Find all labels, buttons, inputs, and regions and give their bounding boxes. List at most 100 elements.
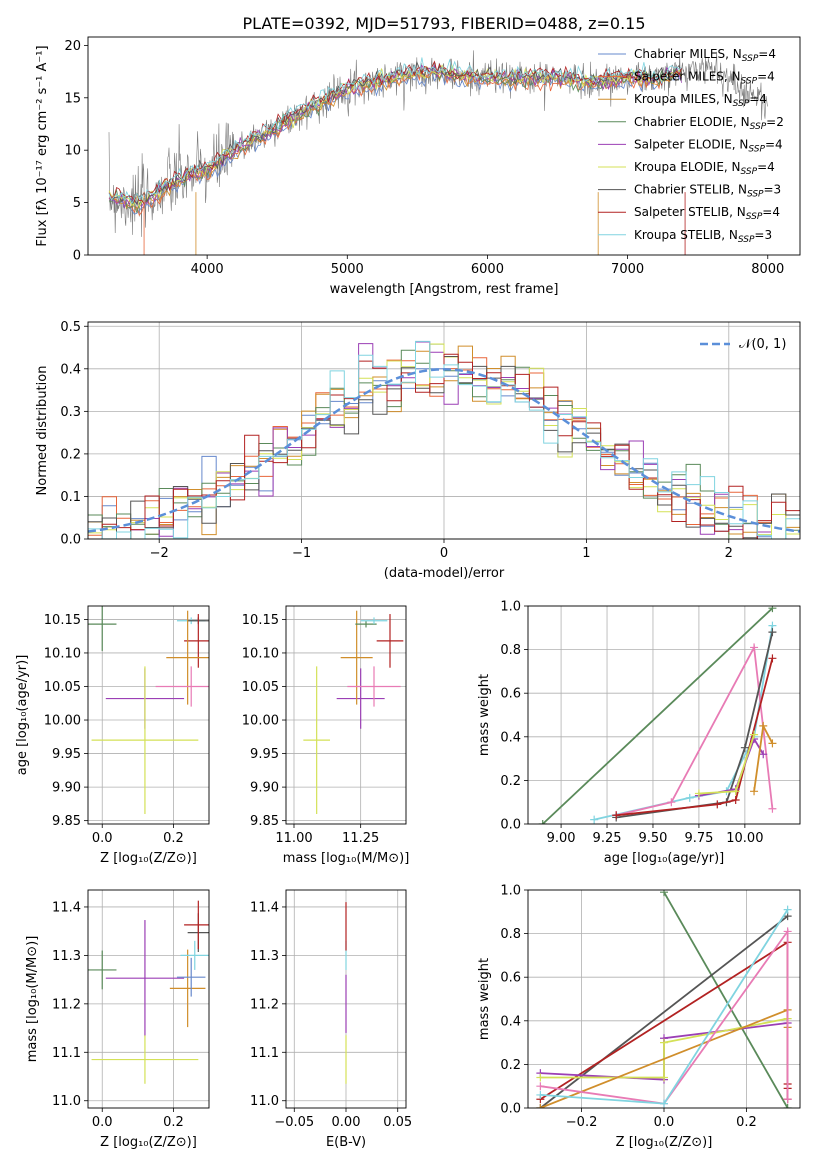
x-tick-label: 10.00	[726, 831, 763, 846]
model-line-chabrier-miles	[108, 70, 682, 215]
x-axis-label: Z [log₁₀(Z/Z⊙)]	[100, 1135, 197, 1150]
marker-kroupa-miles	[759, 721, 768, 730]
y-tick-label: 0.4	[500, 1014, 521, 1029]
legend-entry: Kroupa MILES, NSSP=4	[634, 92, 767, 109]
x-tick-label: 6000	[471, 262, 504, 277]
model-line-chabrier-elodie	[108, 67, 682, 213]
x-tick-label: 4000	[191, 262, 224, 277]
marker-kroupa-elodie	[660, 1073, 668, 1082]
y-tick-label: 0.6	[500, 971, 521, 986]
marker-kroupa-stelib	[685, 793, 694, 802]
y-tick-label: 9.90	[250, 781, 279, 796]
x-tick-label: 7000	[611, 262, 644, 277]
marker-chabrier-elodie	[768, 606, 777, 613]
y-tick-label: 0.3	[60, 405, 81, 420]
y-tick-label: 11.0	[250, 1094, 279, 1109]
y-tick-label: 0.2	[60, 447, 81, 462]
y-tick-label: 11.4	[52, 900, 81, 915]
legend-entry: Kroupa ELODIE, NSSP=4	[634, 160, 775, 177]
marker-chabrier-elodie	[538, 820, 547, 824]
model-line-salpeter-miles	[108, 69, 682, 217]
series-chabrier-elodie	[542, 607, 774, 824]
y-tick-label: 0.2	[500, 1058, 521, 1073]
axes-frame	[285, 605, 407, 825]
marker-extra_pink	[783, 927, 792, 936]
y-tick-label: 10.05	[44, 680, 81, 695]
x-tick-label: 0.2	[163, 1115, 184, 1130]
x-axis-label: Z [log₁₀(Z/Z⊙)]	[616, 1135, 713, 1150]
model-line-salpeter-elodie	[108, 64, 683, 209]
axes-2: 0.0 0.2 9.85 9.90 9.95 10.00 10.05 10.10 10.15 Z …	[15, 605, 210, 866]
x-tick-label: 0.0	[92, 831, 113, 846]
marker-kroupa-elodie	[694, 789, 703, 798]
plot-area	[536, 890, 792, 1108]
y-tick-label: 10	[64, 144, 81, 159]
x-tick-label: 5000	[331, 262, 364, 277]
marker-salpeter-elodie	[759, 750, 768, 759]
x-tick-label: 9.00	[547, 831, 576, 846]
x-tick-label: 9.75	[684, 831, 713, 846]
legend-entry: Chabrier MILES, NSSP=4	[634, 47, 776, 64]
marker-kroupa-stelib	[536, 1090, 545, 1099]
y-tick-label: 9.95	[250, 747, 279, 762]
marker-kroupa-elodie	[536, 1073, 545, 1082]
axes-3: 11.00 11.25 9.85 9.90 9.95 10.00 10.05 10.10 10.…	[242, 605, 410, 866]
marker-kroupa-miles	[536, 1104, 545, 1108]
axes-4: 9.00 9.25 9.50 9.75 10.00 0.0 0.2 0.4 0.6 0.8 1.0 a…	[477, 600, 801, 866]
histogram-kroupa-elodie	[88, 343, 800, 539]
marker-kroupa-miles	[750, 787, 759, 796]
x-tick-label: 0.2	[163, 831, 184, 846]
y-tick-label: 0.4	[60, 362, 81, 377]
marker-salpeter-stelib	[731, 796, 740, 805]
y-tick-label: 0.8	[500, 643, 521, 658]
y-tick-label: 0	[73, 249, 81, 264]
marker-extra_pink	[667, 798, 676, 807]
y-tick-label: 0.0	[500, 818, 521, 833]
legend-entry: Chabrier STELIB, NSSP=3	[634, 183, 781, 200]
y-axis-label: Flux [fλ 10⁻¹⁷ erg cm⁻² s⁻¹ A⁻¹]	[35, 45, 50, 246]
axes-frame	[87, 605, 210, 825]
axes-frame	[87, 321, 801, 540]
marker-kroupa-elodie	[660, 1038, 668, 1047]
plot-area	[88, 900, 209, 1084]
y-tick-label: 15	[64, 91, 81, 106]
y-tick-label: 10.00	[44, 714, 81, 729]
y-tick-label: 9.85	[250, 814, 279, 829]
axes-0: 4000 5000 6000 7000 8000 0 5 10 15 20 wavelength […	[35, 36, 801, 297]
plot-area	[88, 606, 209, 814]
marker-kroupa-stelib	[783, 905, 792, 914]
x-tick-label: 0.2	[736, 1115, 757, 1130]
y-tick-label: 11.1	[52, 1046, 81, 1061]
axes-5: 0.0 0.2 11.0 11.1 11.2 11.3 11.4 Z [log₁₀(Z/Z⊙)…	[25, 889, 210, 1150]
x-axis-label: mass [log₁₀(M/M⊙)]	[283, 851, 410, 866]
marker-kroupa-stelib	[590, 815, 599, 824]
histogram-kroupa-stelib	[88, 340, 800, 539]
y-tick-label: 0.8	[500, 927, 521, 942]
y-tick-label: 0.5	[60, 320, 81, 335]
x-tick-label: 11.25	[342, 831, 379, 846]
y-tick-label: 9.95	[52, 747, 81, 762]
model-line-kroupa-miles	[108, 68, 683, 210]
x-axis-label: age [log₁₀(age/yr)]	[604, 851, 725, 866]
marker-kroupa-miles	[768, 739, 777, 748]
x-tick-label: −2	[150, 546, 169, 561]
model-line-kroupa-elodie	[108, 64, 682, 209]
x-tick-label: −0.05	[274, 1115, 314, 1130]
legend-entry: 𝒩(0, 1)	[739, 337, 786, 352]
marker-salpeter-stelib	[768, 654, 777, 663]
y-axis-label: Normed distribution	[35, 366, 50, 496]
legend-entry: Kroupa STELIB, NSSP=3	[634, 228, 772, 245]
y-tick-label: 20	[64, 39, 81, 54]
y-tick-label: 11.4	[250, 900, 279, 915]
x-axis-label: E(B-V)	[326, 1135, 366, 1150]
legend-entry: Chabrier ELODIE, NSSP=2	[634, 115, 784, 132]
y-tick-label: 10.10	[242, 646, 279, 661]
model-line-kroupa-stelib	[108, 57, 682, 205]
plot-area	[88, 340, 800, 539]
y-tick-label: 10.05	[242, 680, 279, 695]
marker-extra_pink	[750, 643, 759, 652]
series-chabrier-stelib	[616, 631, 774, 819]
y-tick-label: 5	[73, 196, 81, 211]
y-tick-label: 11.2	[250, 997, 279, 1012]
